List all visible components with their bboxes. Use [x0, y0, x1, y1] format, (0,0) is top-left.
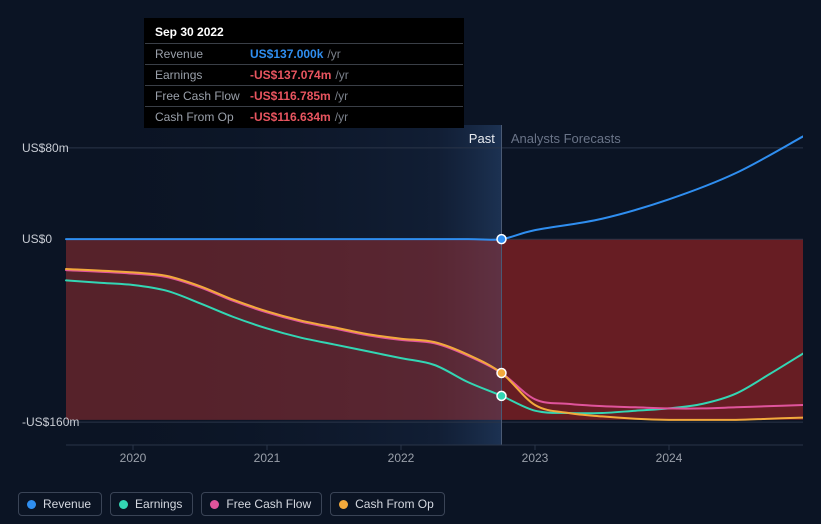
tooltip-unit: /yr — [327, 47, 340, 61]
chart-tooltip: Sep 30 2022RevenueUS$137.000k/yrEarnings… — [144, 18, 464, 128]
marker-revenue — [497, 235, 506, 244]
legend-label: Revenue — [43, 497, 91, 511]
tooltip-row: Free Cash Flow-US$116.785m/yr — [145, 85, 463, 106]
tooltip-label: Earnings — [155, 68, 250, 82]
legend-dot-icon — [119, 500, 128, 509]
y-tick-label: -US$160m — [22, 415, 79, 429]
tooltip-value: -US$116.634m — [250, 110, 331, 124]
legend-item-cfo[interactable]: Cash From Op — [330, 492, 445, 516]
legend-dot-icon — [27, 500, 36, 509]
tooltip-unit: /yr — [335, 110, 348, 124]
legend-label: Cash From Op — [355, 497, 434, 511]
section-label-forecast: Analysts Forecasts — [511, 131, 621, 146]
x-tick-label: 2022 — [388, 451, 415, 465]
x-tick-label: 2024 — [656, 451, 683, 465]
tooltip-label: Revenue — [155, 47, 250, 61]
legend: Revenue Earnings Free Cash Flow Cash From O… — [18, 492, 445, 516]
chart-container: US$80mUS$0-US$160m 20202021202220232024 … — [18, 125, 803, 480]
section-label-past: Past — [469, 131, 495, 146]
tooltip-value: -US$116.785m — [250, 89, 331, 103]
legend-label: Earnings — [135, 497, 182, 511]
y-tick-label: US$80m — [22, 141, 69, 155]
legend-item-fcf[interactable]: Free Cash Flow — [201, 492, 322, 516]
legend-label: Free Cash Flow — [226, 497, 311, 511]
x-tick-label: 2021 — [254, 451, 281, 465]
x-tick-label: 2023 — [522, 451, 549, 465]
legend-dot-icon — [339, 500, 348, 509]
y-tick-label: US$0 — [22, 232, 52, 246]
tooltip-row: Cash From Op-US$116.634m/yr — [145, 106, 463, 127]
tooltip-value: US$137.000k — [250, 47, 323, 61]
legend-item-earnings[interactable]: Earnings — [110, 492, 193, 516]
legend-dot-icon — [210, 500, 219, 509]
tooltip-row: Earnings-US$137.074m/yr — [145, 64, 463, 85]
tooltip-label: Cash From Op — [155, 110, 250, 124]
tooltip-unit: /yr — [335, 89, 348, 103]
x-tick-label: 2020 — [120, 451, 147, 465]
tooltip-date: Sep 30 2022 — [145, 19, 463, 43]
tooltip-unit: /yr — [335, 68, 348, 82]
tooltip-label: Free Cash Flow — [155, 89, 250, 103]
chart-canvas[interactable] — [18, 125, 803, 480]
marker-cfo — [497, 369, 506, 378]
legend-item-revenue[interactable]: Revenue — [18, 492, 102, 516]
marker-earnings — [497, 391, 506, 400]
tooltip-value: -US$137.074m — [250, 68, 331, 82]
tooltip-row: RevenueUS$137.000k/yr — [145, 43, 463, 64]
